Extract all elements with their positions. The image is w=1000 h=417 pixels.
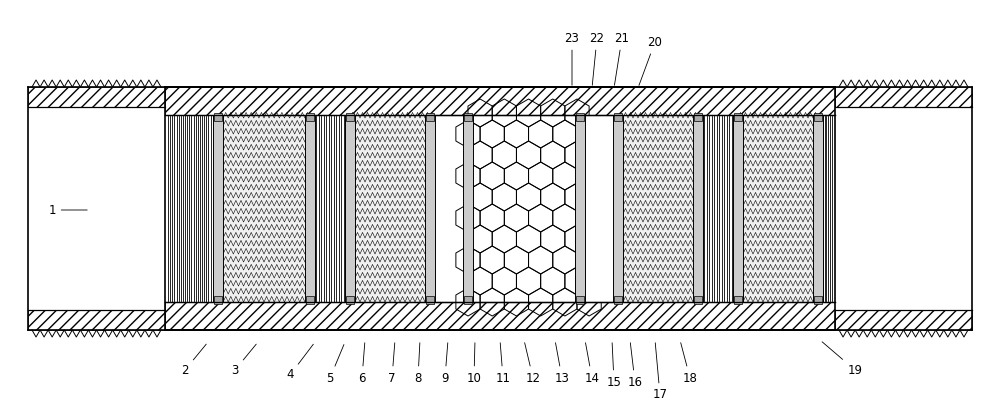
Bar: [835, 87, 972, 107]
Bar: [28, 310, 165, 330]
Bar: [693, 115, 703, 302]
Bar: [305, 115, 315, 302]
Text: 9: 9: [441, 343, 449, 384]
Bar: [614, 113, 622, 121]
Bar: [618, 115, 698, 302]
Bar: [350, 115, 430, 302]
Text: 13: 13: [555, 343, 569, 384]
Text: 5: 5: [326, 344, 344, 384]
Text: 11: 11: [496, 343, 511, 384]
Bar: [613, 115, 623, 302]
Bar: [734, 113, 742, 121]
Text: 21: 21: [614, 32, 630, 85]
Text: 4: 4: [286, 344, 313, 382]
Text: 14: 14: [584, 343, 600, 384]
Bar: [218, 115, 310, 302]
Bar: [614, 296, 622, 304]
Bar: [835, 310, 972, 330]
Text: 12: 12: [525, 343, 540, 384]
Text: 1: 1: [48, 203, 87, 216]
Bar: [814, 113, 822, 121]
Text: 3: 3: [231, 344, 256, 377]
Text: 20: 20: [639, 35, 662, 85]
Bar: [165, 302, 835, 330]
Bar: [580, 115, 618, 302]
Bar: [694, 113, 702, 121]
Bar: [306, 113, 314, 121]
Bar: [575, 115, 585, 302]
Bar: [733, 115, 743, 302]
Bar: [576, 296, 584, 304]
Bar: [813, 115, 823, 302]
Bar: [694, 296, 702, 304]
Text: 10: 10: [467, 343, 481, 384]
Bar: [576, 113, 584, 121]
Bar: [165, 87, 835, 115]
Bar: [213, 115, 223, 302]
Bar: [346, 296, 354, 304]
Text: 8: 8: [414, 343, 422, 384]
Bar: [464, 296, 472, 304]
Text: 19: 19: [822, 342, 862, 377]
Bar: [425, 115, 435, 302]
Text: 22: 22: [590, 32, 604, 85]
Text: 6: 6: [358, 343, 366, 384]
Bar: [464, 113, 472, 121]
Bar: [738, 115, 818, 302]
Bar: [734, 296, 742, 304]
Text: 17: 17: [652, 343, 668, 402]
Bar: [426, 296, 434, 304]
Bar: [835, 107, 972, 310]
Bar: [468, 115, 580, 302]
Bar: [214, 113, 222, 121]
Bar: [346, 113, 354, 121]
Bar: [426, 113, 434, 121]
Text: 2: 2: [181, 344, 206, 377]
Text: 16: 16: [628, 343, 642, 389]
Text: 18: 18: [681, 343, 697, 384]
Bar: [345, 115, 355, 302]
Bar: [28, 107, 165, 310]
Bar: [814, 296, 822, 304]
Text: 23: 23: [565, 32, 579, 85]
Bar: [306, 296, 314, 304]
Text: 7: 7: [388, 343, 396, 384]
Bar: [430, 115, 468, 302]
Bar: [28, 87, 165, 107]
Bar: [214, 296, 222, 304]
Text: 15: 15: [607, 343, 621, 389]
Bar: [463, 115, 473, 302]
